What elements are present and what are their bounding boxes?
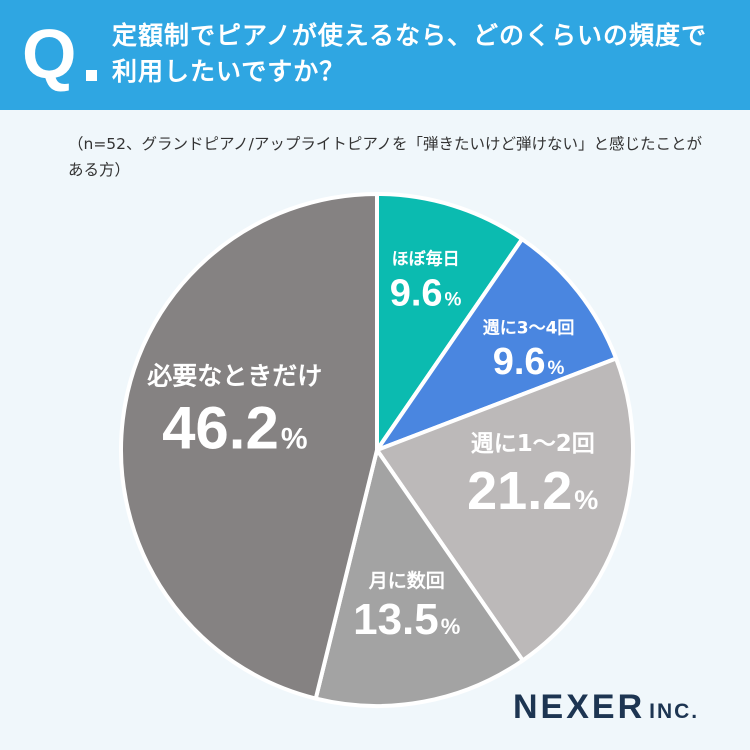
question-header: Q 定額制でピアノが使えるなら、どのくらいの頻度で利用したいですか？ bbox=[0, 0, 750, 110]
slice-value: 13.5% bbox=[353, 595, 460, 644]
pie-slice bbox=[119, 192, 379, 701]
slice-value: 9.6% bbox=[493, 341, 565, 383]
pie-slice bbox=[375, 237, 619, 452]
pie-slice bbox=[375, 192, 525, 452]
slice-value: 21.2% bbox=[467, 461, 598, 521]
pie-slice bbox=[375, 356, 635, 663]
q-mark: Q bbox=[22, 15, 77, 93]
brand-name: NEXER bbox=[513, 688, 646, 726]
slice-value: 46.2% bbox=[162, 395, 307, 462]
slice-label: 週に3〜4回 bbox=[483, 319, 575, 339]
slice-label: ほぼ毎日 bbox=[392, 249, 460, 270]
sample-note: （n=52、グランドピアノ/アップライトピアノを「弾きたいけど弾けない」と感じた… bbox=[68, 135, 702, 179]
slice-value: 9.6% bbox=[390, 272, 462, 314]
pie-slice bbox=[313, 448, 525, 708]
slice-label: 必要なときだけ bbox=[147, 361, 322, 390]
slice-label: 月に数回 bbox=[368, 569, 445, 592]
brand-suffix: INC. bbox=[649, 700, 700, 723]
question-title: 定額制でピアノが使えるなら、どのくらいの頻度で利用したいですか？ bbox=[112, 21, 708, 86]
q-dot bbox=[86, 70, 97, 81]
slice-label: 週に1〜2回 bbox=[471, 431, 595, 457]
brand-logo: NEXER INC. bbox=[513, 688, 699, 727]
